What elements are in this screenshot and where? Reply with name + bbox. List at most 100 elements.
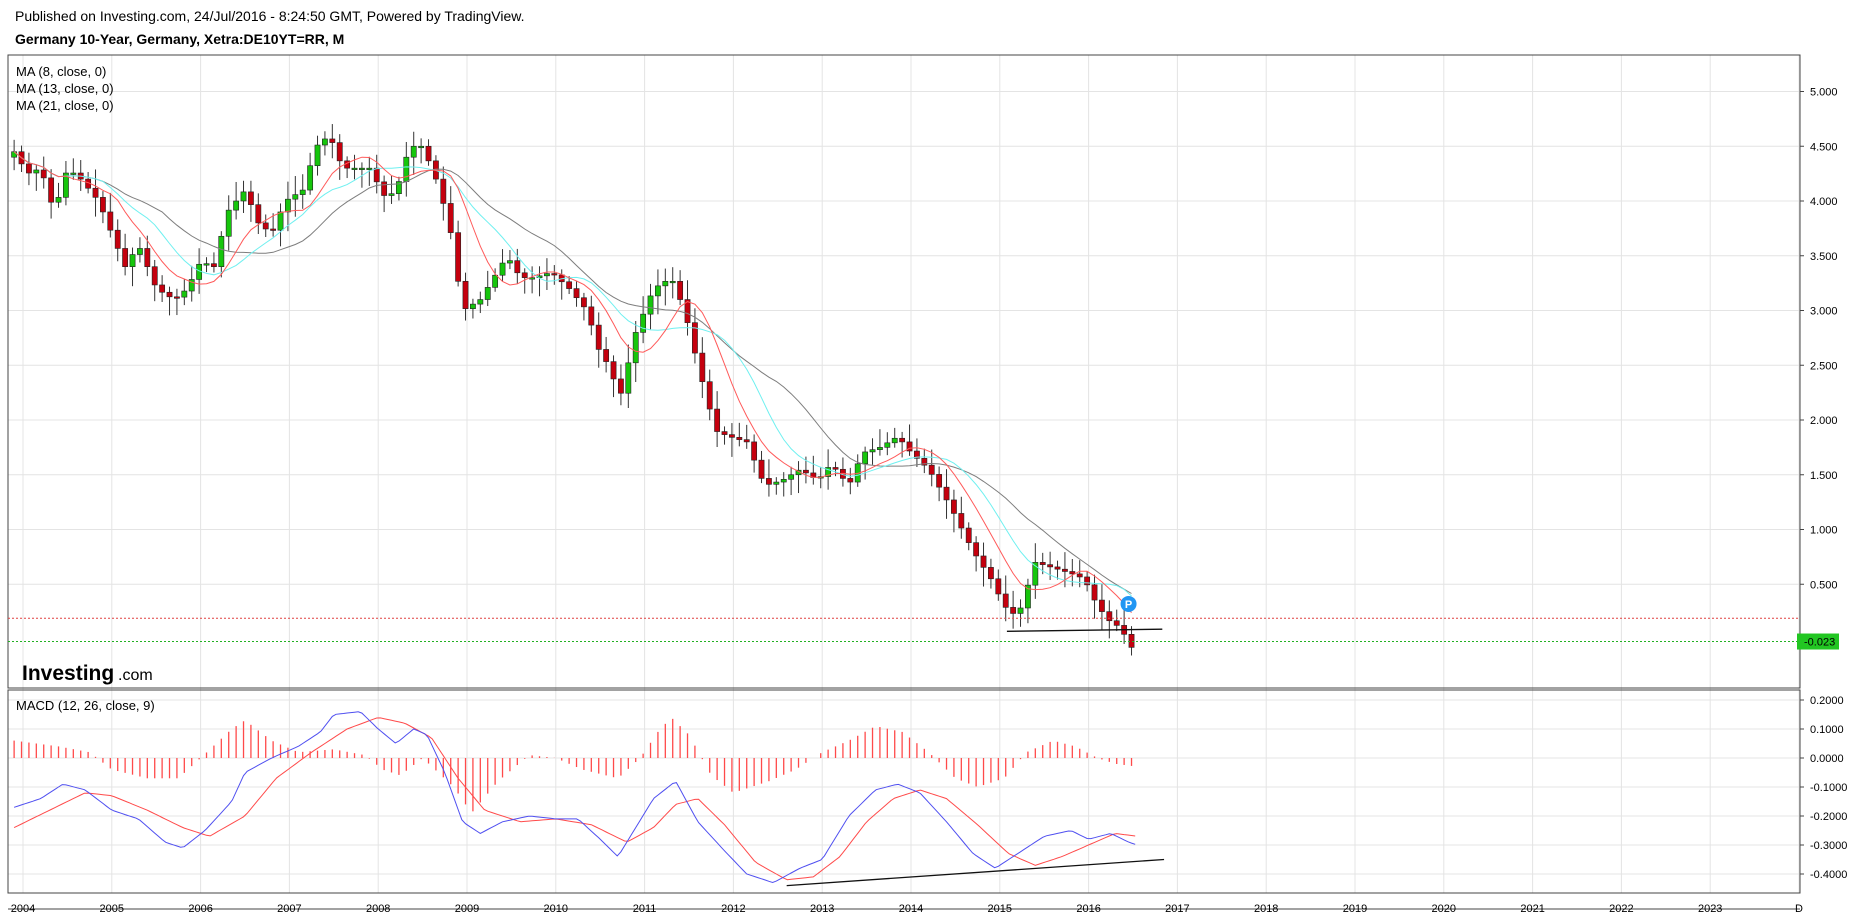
candle [847,467,854,495]
candle [151,259,158,302]
candle [980,542,987,587]
published-caption: Published on Investing.com, 24/Jul/2016 … [15,8,525,24]
x-tick-label: D [1795,903,1803,915]
candle [1091,574,1098,619]
x-tick-label: 2011 [633,903,657,915]
support-line[interactable] [1006,628,1163,633]
candle [48,169,55,219]
candle [100,191,106,224]
legend-ma8: MA (8, close, 0) [16,64,106,79]
candle [410,131,417,175]
candle [26,152,32,186]
candle [462,272,469,321]
pattern-marker[interactable]: P [1120,595,1137,612]
candle [329,124,336,159]
price-y-tick: 4.500 [1810,141,1838,153]
axis-labels: 2004 2005 2006 2007 2008 2009 2010 2011 2012 2013… [11,87,1848,916]
candle [958,496,965,539]
candle [854,454,861,487]
x-tick-label: 2020 [1432,903,1456,915]
x-tick-label: 2019 [1343,903,1367,915]
signal-line [13,717,1136,881]
macd-pane-frame [7,689,1801,894]
candle [862,446,869,480]
candle [840,457,846,487]
price-y-tick: 2.000 [1810,415,1838,427]
price-y-tick: 1.000 [1810,525,1838,537]
candle [174,288,180,316]
candle [1010,590,1017,629]
candle [965,522,972,551]
candle [129,247,136,287]
macd-trendline[interactable] [786,858,1165,887]
candle [322,131,328,156]
candle [943,469,950,519]
candle [507,250,513,270]
candle [751,434,758,473]
candle [581,292,587,321]
candle [514,248,521,284]
candle [1017,599,1024,627]
candle [240,180,247,213]
x-tick-label: 2017 [1165,903,1189,915]
candle [714,391,721,448]
candle [270,213,277,237]
candle [544,258,550,291]
candle [1025,578,1031,624]
candle [588,295,595,336]
candle [425,139,432,166]
x-tick-label: 2008 [366,903,390,915]
candle [884,432,891,456]
last-price-badge: -0.023 [1797,633,1839,650]
ma13-line [13,151,1132,597]
candle [107,192,114,238]
candle [1106,600,1113,639]
price-pane: P [8,124,1800,656]
candle [706,369,713,421]
candle [1062,552,1068,588]
candle [1002,575,1009,622]
chart-title: Germany 10-Year, Germany, Xetra:DE10YT=R… [15,31,345,47]
candle [736,422,743,447]
candle [906,424,913,456]
candle [936,466,943,502]
x-tick-label: 2006 [188,903,212,915]
candle [166,286,173,316]
candle [255,193,262,235]
candle [499,249,506,281]
candle [122,233,129,276]
candle [262,214,269,237]
gridlines [8,55,1800,893]
candle [211,252,217,273]
candle [551,265,558,285]
candle [77,160,84,191]
candle [70,158,77,180]
candle [299,174,306,209]
candle [699,337,706,399]
candle [899,431,906,458]
candle [137,237,143,263]
candle [381,175,388,213]
candle [314,135,321,176]
candle [359,162,365,188]
macd-y-tick: 0.1000 [1810,724,1844,736]
candle [470,298,476,319]
candle [1099,584,1105,631]
macd-y-tick: -0.1000 [1810,782,1847,794]
candle [610,355,617,398]
candle [484,270,491,307]
x-tick-label: 2022 [1609,903,1633,915]
candle [721,426,728,445]
candle [669,267,676,299]
pane-frames [7,54,1801,910]
x-tick-label: 2013 [810,903,834,915]
candle [233,181,240,220]
candle [803,456,809,484]
ma8-line [13,151,1132,614]
candle [788,466,795,496]
candle [248,180,254,222]
candle [336,134,343,180]
candle [625,344,632,409]
candle [11,139,18,171]
